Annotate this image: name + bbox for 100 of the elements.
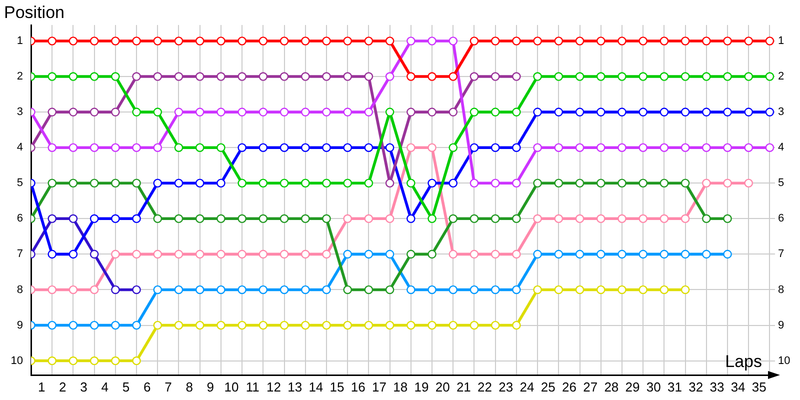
point <box>343 285 352 294</box>
point <box>90 72 99 81</box>
point <box>258 143 268 152</box>
point <box>680 178 690 188</box>
point <box>216 285 226 294</box>
point <box>638 250 648 259</box>
point <box>90 143 99 152</box>
point <box>195 250 204 259</box>
point <box>765 143 774 152</box>
point <box>638 143 648 152</box>
y2-tick-label: 3 <box>778 106 784 118</box>
point <box>174 214 184 224</box>
point <box>660 72 669 81</box>
point <box>406 285 416 294</box>
point <box>216 108 226 116</box>
point <box>596 108 606 116</box>
point <box>680 36 690 46</box>
point <box>596 143 606 152</box>
point <box>638 108 648 116</box>
point <box>406 250 416 259</box>
point <box>68 214 78 224</box>
y-tick-label: 6 <box>16 212 23 225</box>
point <box>512 72 521 81</box>
point <box>596 72 606 81</box>
point <box>554 178 564 188</box>
point <box>554 72 564 81</box>
point <box>744 143 754 152</box>
x-tick-label: 17 <box>372 379 386 394</box>
point <box>343 108 352 116</box>
point <box>512 143 521 152</box>
point <box>238 178 246 188</box>
point <box>702 108 711 116</box>
point <box>258 36 268 46</box>
point <box>596 36 606 46</box>
point <box>322 214 331 224</box>
point <box>428 108 436 116</box>
point <box>406 108 416 116</box>
point <box>554 36 564 46</box>
point <box>68 36 78 46</box>
point <box>765 36 774 46</box>
point <box>470 108 479 116</box>
point <box>638 214 648 224</box>
point <box>68 285 78 294</box>
point <box>111 356 120 366</box>
point <box>618 285 626 294</box>
point <box>174 143 184 152</box>
x-tick-label: 5 <box>122 379 130 394</box>
point <box>512 108 521 116</box>
point <box>153 72 162 81</box>
x-tick-label: 3 <box>80 379 88 394</box>
y-tick-label: 2 <box>16 70 23 83</box>
point <box>428 285 436 294</box>
point <box>343 178 352 188</box>
point <box>90 250 99 259</box>
point <box>428 72 436 81</box>
point <box>300 108 310 116</box>
x-tick-label: 8 <box>186 379 193 394</box>
point <box>723 250 732 259</box>
point <box>448 108 458 116</box>
point <box>258 72 268 81</box>
point <box>132 143 141 152</box>
point <box>48 214 57 224</box>
point <box>428 36 436 46</box>
point <box>470 72 479 81</box>
point <box>618 143 626 152</box>
point <box>238 143 246 152</box>
x-tick-label: 25 <box>540 379 556 394</box>
point <box>68 178 78 188</box>
point <box>300 36 310 46</box>
point <box>280 178 289 188</box>
point <box>153 214 162 224</box>
point <box>132 72 141 81</box>
x-tick-label: 14 <box>308 379 324 394</box>
point <box>48 178 57 188</box>
point <box>68 320 78 330</box>
point <box>322 143 331 152</box>
point <box>111 72 120 81</box>
point <box>111 320 120 330</box>
point <box>744 178 754 188</box>
point <box>680 250 690 259</box>
point <box>258 285 268 294</box>
point <box>153 285 162 294</box>
point <box>111 108 120 116</box>
point <box>385 285 394 294</box>
point <box>174 285 184 294</box>
point <box>322 285 331 294</box>
point <box>470 320 479 330</box>
point <box>406 72 416 81</box>
y2-tick-label: 9 <box>778 319 784 332</box>
x-tick-label: 35 <box>752 379 766 394</box>
point <box>174 178 184 188</box>
point <box>322 36 331 46</box>
point <box>238 72 246 81</box>
point <box>533 108 542 116</box>
point <box>618 250 626 259</box>
point <box>596 285 606 294</box>
point <box>258 108 268 116</box>
point <box>702 143 711 152</box>
point <box>723 178 732 188</box>
point <box>300 250 310 259</box>
